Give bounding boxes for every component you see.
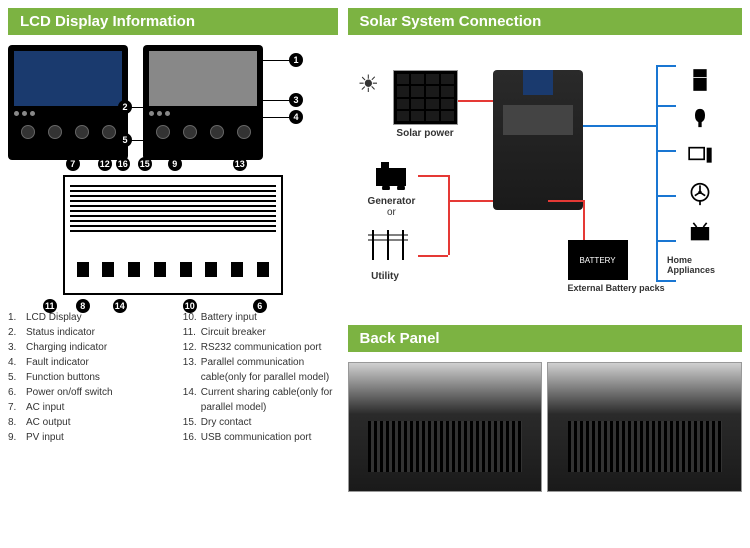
solar-header: Solar System Connection: [348, 8, 742, 35]
back-panel-photo-1: [348, 362, 543, 492]
generator-icon: [371, 160, 411, 190]
fan-icon: [682, 179, 717, 209]
callout-11: 11: [43, 299, 57, 313]
callout-8: 8: [76, 299, 90, 313]
battery-icon: BATTERY: [568, 240, 628, 280]
legend-item: 7.AC input: [8, 400, 163, 415]
utility-label: Utility: [363, 271, 408, 282]
legend-item: 16.USB communication port: [183, 430, 338, 445]
lcd-header: LCD Display Information: [8, 8, 338, 35]
panel-button: [48, 125, 62, 139]
legend-item: 8.AC output: [8, 415, 163, 430]
lcd-screen-grey: [149, 51, 257, 106]
callout-12: 12: [98, 157, 112, 171]
generator-label: Generator: [368, 196, 416, 207]
panel-button: [183, 125, 197, 139]
legend-item: 5.Function buttons: [8, 370, 163, 385]
callout-15: 15: [138, 157, 152, 171]
legend-item: 2.Status indicator: [8, 325, 163, 340]
callout-13: 13: [233, 157, 247, 171]
lcd-panels-row: 1 3 4 2 5: [8, 45, 338, 160]
appliances-label: Home Appliances: [667, 255, 737, 275]
back-panel-header: Back Panel: [348, 325, 742, 352]
legend-item: 9.PV input: [8, 430, 163, 445]
legend-item: 6.Power on/off switch: [8, 385, 163, 400]
computer-icon: [682, 141, 717, 171]
legend-item: 11.Circuit breaker: [183, 325, 338, 340]
lcd-panel-right: 1 3 4 2 5: [143, 45, 263, 160]
callout-10: 10: [183, 299, 197, 313]
solar-panel-icon: [393, 70, 458, 125]
callout-2: 2: [118, 100, 132, 114]
back-panel-images: [348, 362, 742, 492]
legend-item: 15.Dry contact: [183, 415, 338, 430]
callout-9: 9: [168, 157, 182, 171]
solar-diagram: ☀ Solar power Generator or Utili: [348, 45, 742, 315]
legend-item: 14.Current sharing cable(only for parall…: [183, 385, 338, 415]
callout-7: 7: [66, 157, 80, 171]
panel-button: [156, 125, 170, 139]
inverter-device: [493, 70, 583, 210]
callout-6: 6: [253, 299, 267, 313]
legend-item: 12.RS232 communication port: [183, 340, 338, 355]
panel-button: [237, 125, 251, 139]
callout-16: 16: [116, 157, 130, 171]
legend-list: 1.LCD Display2.Status indicator3.Chargin…: [8, 310, 338, 445]
back-panel-photo-2: [547, 362, 742, 492]
battery-label: External Battery packs: [568, 283, 665, 293]
panel-button: [21, 125, 35, 139]
panel-button: [75, 125, 89, 139]
legend-item: 13.Parallel communication cable(only for…: [183, 355, 338, 385]
lcd-panel-left: [8, 45, 128, 160]
utility-icon: [363, 225, 408, 265]
appliances-column: Home Appliances: [682, 65, 737, 275]
bottom-device-diagram: 7 12 16 15 9 13 11 8 14 10 6: [38, 175, 308, 295]
callout-5: 5: [118, 133, 132, 147]
or-label: or: [368, 207, 416, 218]
panel-button: [210, 125, 224, 139]
lcd-screen: [14, 51, 122, 106]
legend-item: 3.Charging indicator: [8, 340, 163, 355]
fridge-icon: [682, 65, 717, 95]
callout-14: 14: [113, 299, 127, 313]
legend-item: 4.Fault indicator: [8, 355, 163, 370]
sun-icon: ☀: [358, 71, 380, 98]
panel-button: [102, 125, 116, 139]
bulb-icon: [682, 103, 717, 133]
solar-power-label: Solar power: [393, 128, 458, 139]
tv-icon: [682, 217, 717, 247]
